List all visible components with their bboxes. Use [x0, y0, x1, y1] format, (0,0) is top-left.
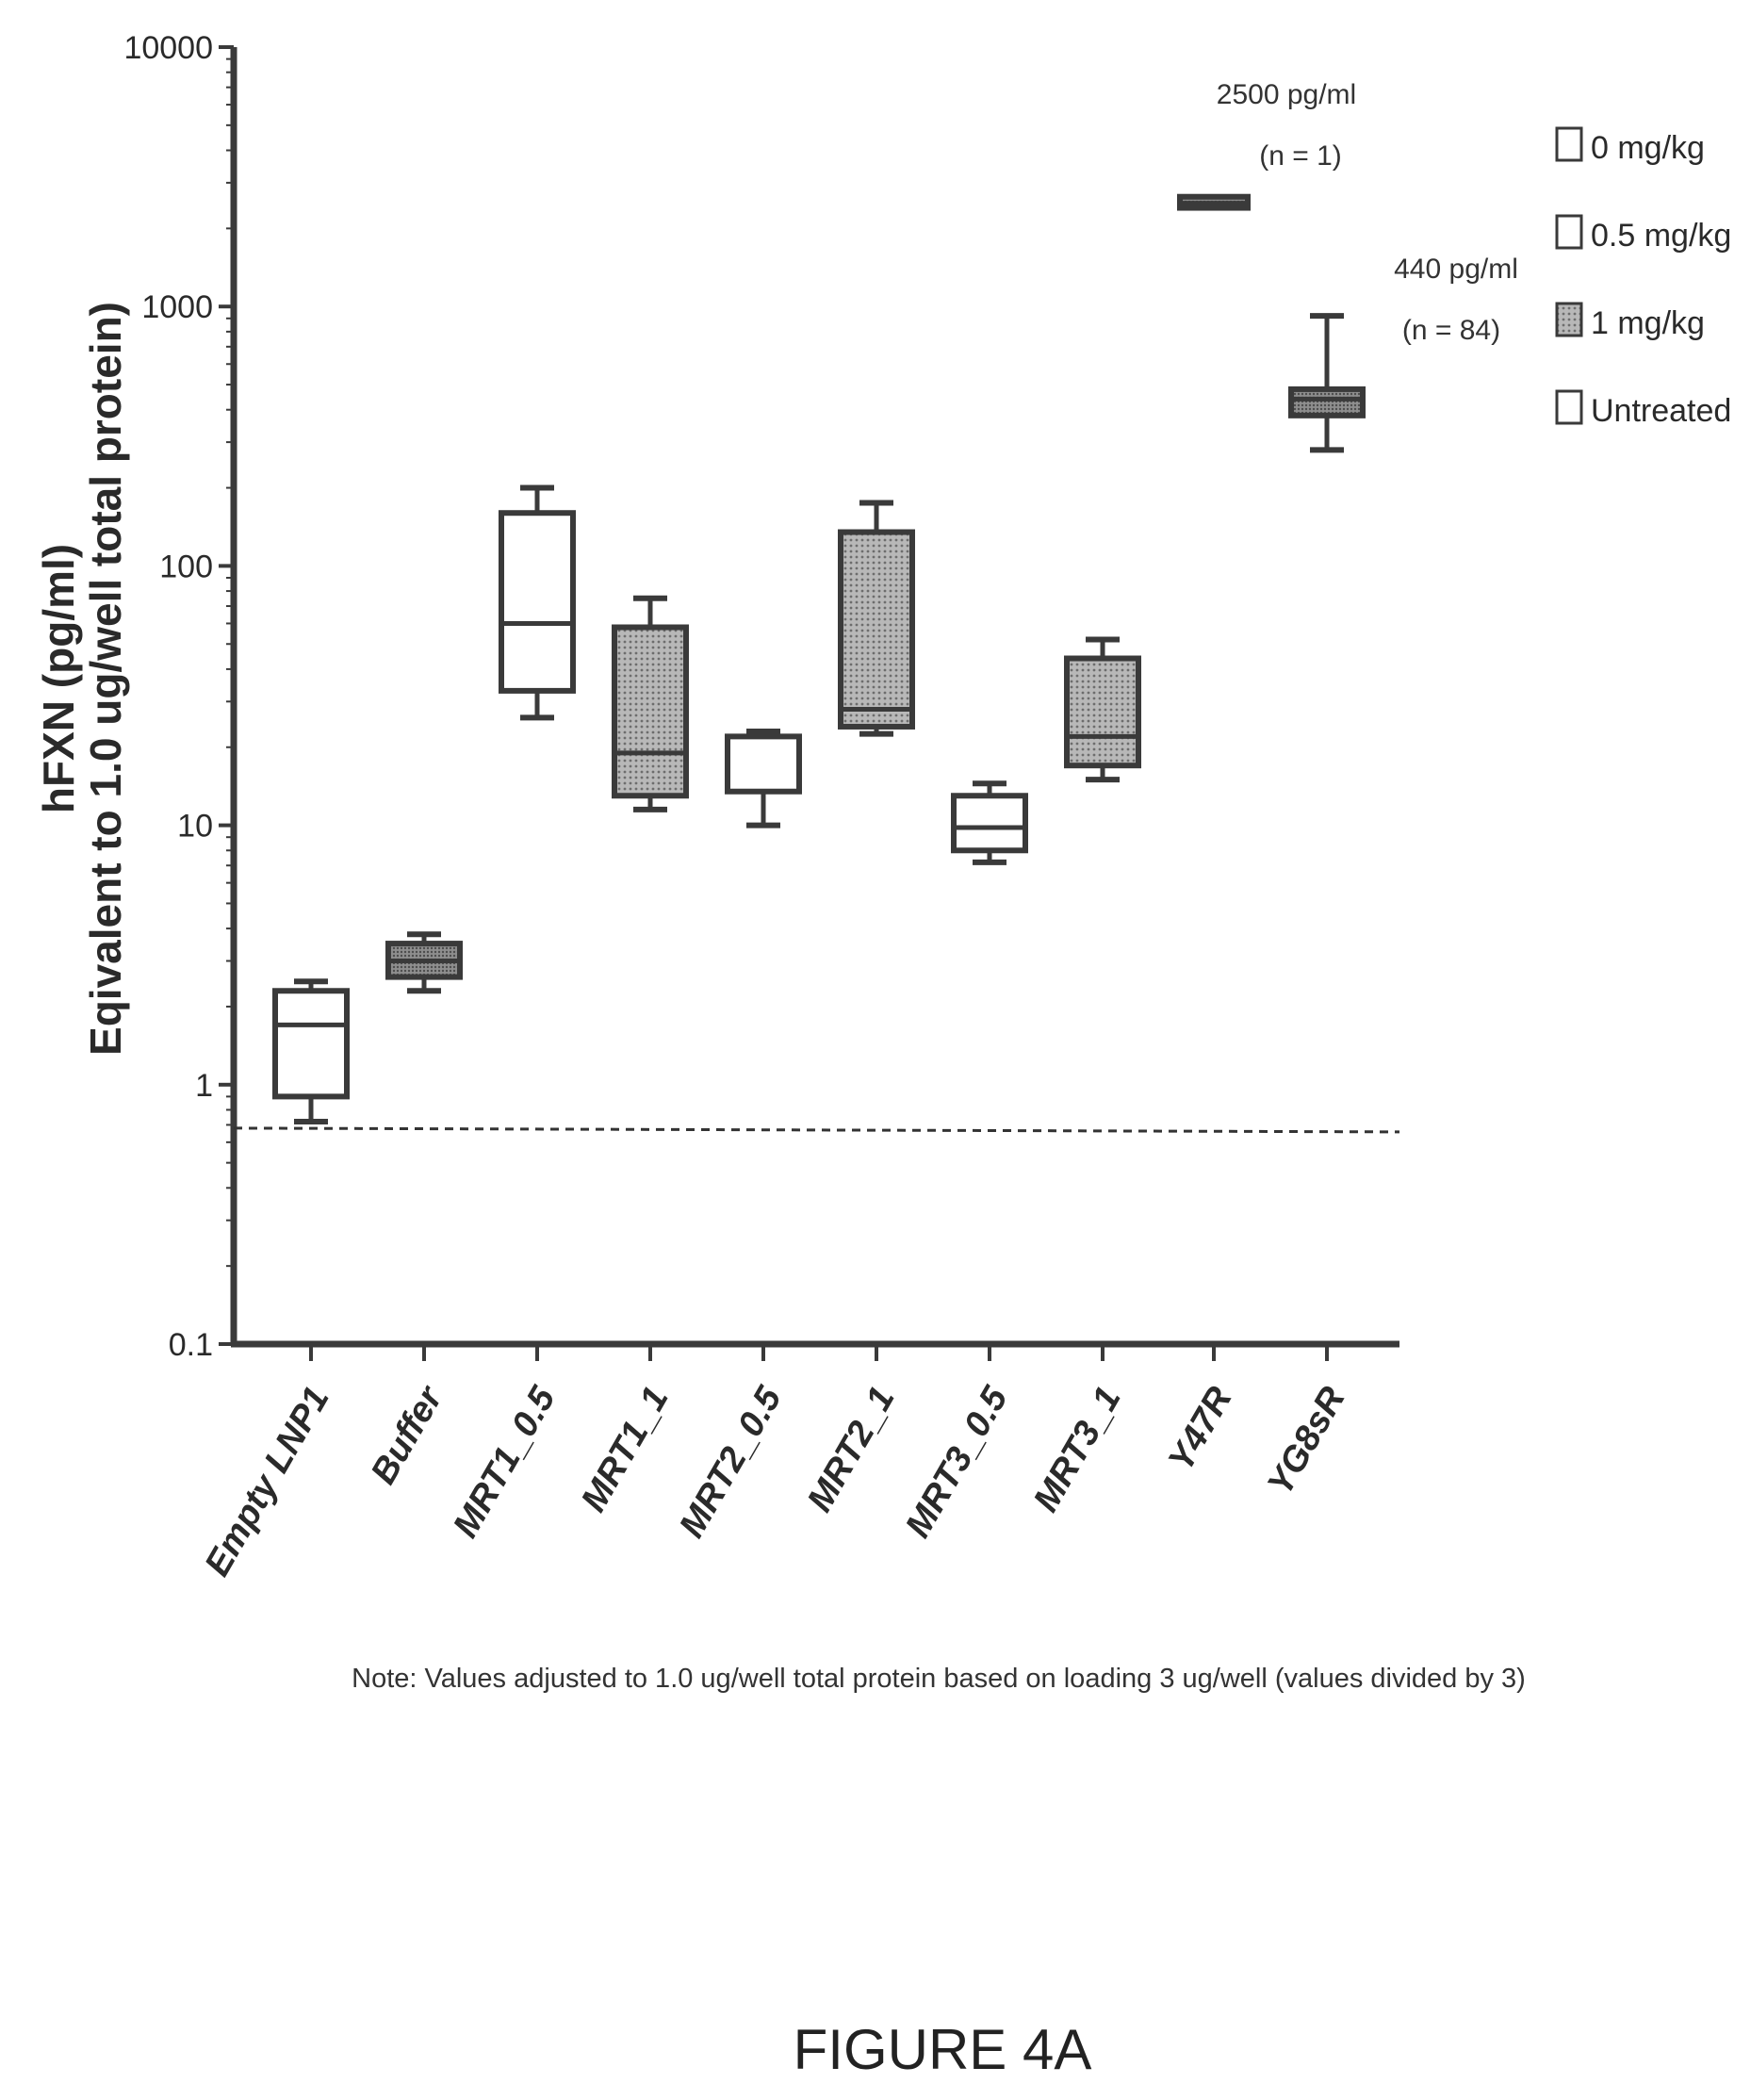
y-tick-label: 1000: [141, 289, 213, 325]
box-iqr: [951, 793, 1028, 854]
box-iqr: [725, 733, 802, 795]
legend-swatch: [1555, 126, 1583, 162]
box-buffer: [385, 931, 463, 994]
y-tick-label: 10000: [123, 30, 213, 66]
box-yg8sr: [1288, 313, 1366, 453]
x-tick-label: MRT1_1: [574, 1381, 677, 1519]
y-tick-label: 0.1: [169, 1327, 213, 1363]
annotation-y47r-value: 2500 pg/ml: [1217, 79, 1356, 110]
y-tick-label: 1: [195, 1068, 213, 1104]
x-tick-label: MRT1_0.5: [446, 1380, 564, 1545]
figure-label: FIGURE 4A: [794, 2018, 1092, 2081]
box-empty-lnp1: [272, 978, 350, 1125]
plot-area: 0.1 1 10 100 1000 10000 Empty LNP1 BufferMRT1_0…: [123, 30, 1517, 1583]
box-iqr: [272, 988, 350, 1100]
legend-label: Untreated: [1591, 393, 1731, 429]
legend-label: 0.5 mg/kg: [1591, 218, 1731, 254]
annotation-y47r-n: (n = 1): [1259, 140, 1342, 172]
legend-label: 1 mg/kg: [1591, 305, 1705, 341]
box-iqr: [612, 624, 689, 799]
x-tick-label: MRT2_0.5: [672, 1380, 790, 1545]
detection-limit-line: [233, 1126, 1400, 1134]
x-tick-label: Empty LNP1: [198, 1381, 337, 1583]
box-mrt1-1: [612, 595, 689, 812]
box-iqr: [838, 529, 915, 730]
x-tick-label: MRT3_0.5: [898, 1380, 1016, 1545]
x-tick-label: MRT3_1: [1026, 1381, 1129, 1519]
legend-swatch: [1555, 302, 1583, 337]
box-y47r: [1177, 193, 1251, 211]
y-axis-label-line1: hFXN (pg/ml): [34, 544, 83, 813]
box-mrt2-0-5: [725, 729, 802, 829]
y-tick-label: 100: [159, 549, 213, 584]
box-mrt1-0-5: [499, 484, 576, 721]
y-axis-label-line2: Eqivalent to 1.0 ug/well total protein): [81, 302, 130, 1056]
x-tick-label: MRT2_1: [800, 1381, 903, 1519]
annotation-yg8sr-n: (n = 84): [1402, 315, 1500, 346]
box-mrt2-1: [838, 500, 915, 737]
legend-swatch: [1555, 389, 1583, 425]
box-iqr: [1288, 386, 1366, 418]
legend: 0 mg/kg 0.5 mg/kg 1 mg/kg Untreated: [1555, 126, 1731, 429]
y-tick-label: 10: [177, 809, 213, 845]
box-mrt3-0-5: [951, 780, 1028, 865]
box-iqr: [499, 510, 576, 694]
x-tick-label: Buffer: [364, 1379, 451, 1491]
note-text: Note: Values adjusted to 1.0 ug/well tot…: [352, 1664, 1526, 1694]
box-mrt3-1: [1064, 636, 1141, 783]
annotation-yg8sr-value: 440 pg/ml: [1394, 254, 1518, 285]
x-tick-label: YG8sR: [1260, 1380, 1353, 1501]
legend-label: 0 mg/kg: [1591, 130, 1705, 166]
legend-swatch: [1555, 214, 1583, 250]
box-iqr: [1064, 655, 1141, 769]
x-tick-label: Y47R: [1161, 1380, 1240, 1478]
